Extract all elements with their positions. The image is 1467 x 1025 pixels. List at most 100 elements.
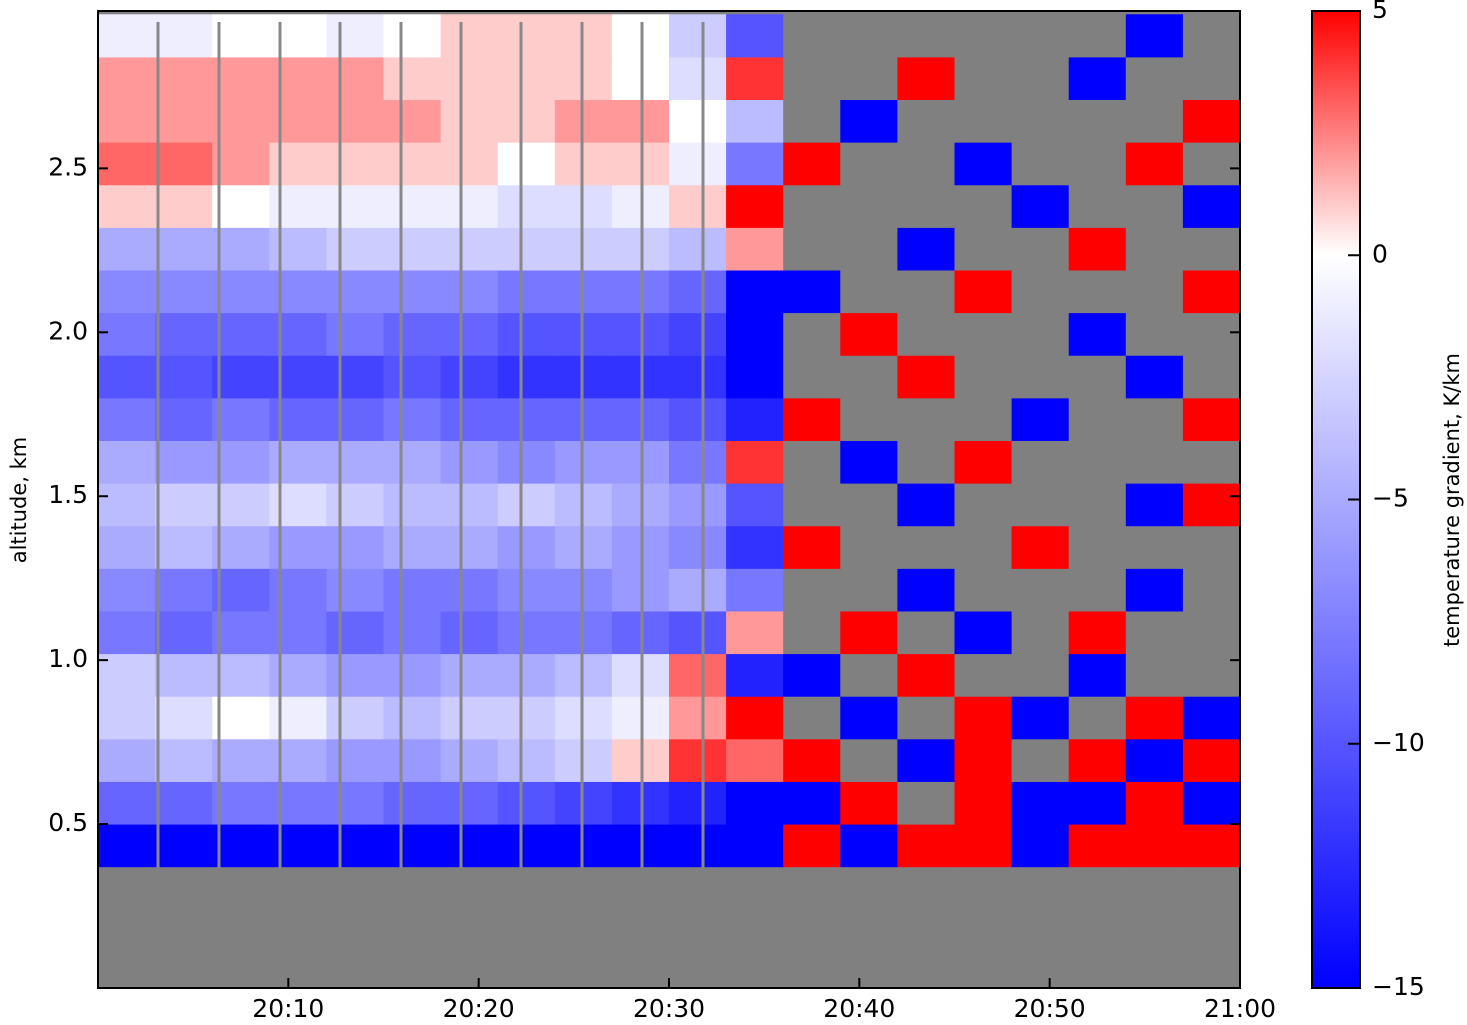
heatmap-cell: [98, 738, 156, 782]
heatmap-cell: [1182, 440, 1241, 484]
heatmap-cell: [783, 696, 841, 740]
heatmap-cell: [1125, 738, 1184, 782]
heatmap-cell: [726, 610, 784, 655]
heatmap-cell: [726, 184, 784, 228]
heatmap-cell: [1125, 653, 1184, 697]
heatmap-cell: [669, 14, 727, 58]
heatmap-cell: [554, 610, 613, 655]
x-tick-label: 20:50: [1014, 994, 1086, 1023]
heatmap-cell: [440, 270, 499, 314]
heatmap-cell: [669, 440, 727, 484]
heatmap-cell: [269, 525, 327, 569]
heatmap-cell: [783, 56, 841, 101]
heatmap-cell: [269, 355, 327, 399]
heatmap-cell: [155, 142, 213, 186]
heatmap-cell: [954, 824, 1013, 868]
heatmap-cell: [840, 440, 898, 484]
heatmap-cell: [1182, 781, 1241, 825]
heatmap-cell: [897, 738, 955, 782]
heatmap-cell: [440, 227, 499, 271]
heatmap-cell: [440, 397, 499, 441]
heatmap-cell: [840, 568, 898, 612]
heatmap-cell: [954, 56, 1013, 101]
heatmap-cell: [98, 56, 156, 101]
heatmap-cell: [1068, 355, 1127, 399]
heatmap-cell: [383, 312, 442, 356]
heatmap-cell: [269, 312, 327, 356]
heatmap-cell: [98, 483, 156, 527]
heatmap-cell: [497, 99, 556, 143]
heatmap-cell: [497, 227, 556, 271]
heatmap-cell: [383, 824, 442, 868]
heatmap-cell: [1068, 696, 1127, 740]
heatmap-cell: [212, 312, 270, 356]
heatmap-cell: [669, 227, 727, 271]
heatmap-cell: [1068, 312, 1127, 356]
heatmap-cell: [726, 525, 784, 569]
heatmap-cell: [1068, 866, 1127, 989]
heatmap-cell: [669, 99, 727, 143]
heatmap-cell: [669, 312, 727, 356]
heatmap-cell: [383, 355, 442, 399]
heatmap-cell: [840, 270, 898, 314]
heatmap-cell: [726, 653, 784, 697]
heatmap-cell: [212, 355, 270, 399]
heatmap-cell: [554, 525, 613, 569]
heatmap-cell: [155, 781, 213, 825]
heatmap-cell: [1011, 440, 1070, 484]
heatmap-cell: [1125, 824, 1184, 868]
x-tick-label: 20:40: [823, 994, 895, 1023]
heatmap-cell: [269, 824, 327, 868]
heatmap-cell: [326, 696, 384, 740]
heatmap-cell: [383, 568, 442, 612]
heatmap-cell: [554, 99, 613, 143]
heatmap-cell: [440, 696, 499, 740]
heatmap-cell: [98, 99, 156, 143]
heatmap-cell: [954, 781, 1013, 825]
heatmap-cell: [783, 525, 841, 569]
heatmap-cell: [1125, 781, 1184, 825]
heatmap-cell: [897, 355, 955, 399]
heatmap-cell: [840, 738, 898, 782]
heatmap-cell: [269, 696, 327, 740]
heatmap-cell: [269, 738, 327, 782]
heatmap-cell: [497, 610, 556, 655]
heatmap-cell: [155, 610, 213, 655]
heatmap-cell: [840, 56, 898, 101]
heatmap-cell: [269, 227, 327, 271]
heatmap-cell: [840, 142, 898, 186]
heatmap-cell: [269, 99, 327, 143]
heatmap-cell: [1011, 525, 1070, 569]
heatmap-cell: [1125, 397, 1184, 441]
heatmap-cell: [1011, 227, 1070, 271]
heatmap-cell: [212, 99, 270, 143]
heatmap-cell: [98, 440, 156, 484]
heatmap-cell: [212, 142, 270, 186]
heatmap-cell: [897, 525, 955, 569]
heatmap-cell: [954, 184, 1013, 228]
heatmap-cell: [954, 738, 1013, 782]
heatmap-cell: [554, 355, 613, 399]
heatmap-cell: [669, 866, 727, 989]
heatmap-cell: [98, 781, 156, 825]
heatmap-cell: [326, 184, 384, 228]
heatmap-cell: [269, 142, 327, 186]
heatmap-cell: [1182, 312, 1241, 356]
heatmap-cell: [954, 653, 1013, 697]
heatmap-cell: [1068, 99, 1127, 143]
heatmap-cell: [212, 270, 270, 314]
heatmap-cell: [726, 14, 784, 58]
heatmap-cell: [326, 781, 384, 825]
y-tick-label: 2.0: [48, 316, 88, 345]
heatmap-cell: [383, 56, 442, 101]
heatmap-cell: [1068, 227, 1127, 271]
heatmap-cell: [440, 610, 499, 655]
heatmap-cell: [440, 440, 499, 484]
heatmap-cell: [1125, 483, 1184, 527]
heatmap-cell: [1125, 227, 1184, 271]
heatmap-cell: [840, 525, 898, 569]
heatmap-cell: [212, 781, 270, 825]
heatmap-cell: [897, 781, 955, 825]
heatmap-cell: [1011, 355, 1070, 399]
heatmap-cell: [440, 781, 499, 825]
